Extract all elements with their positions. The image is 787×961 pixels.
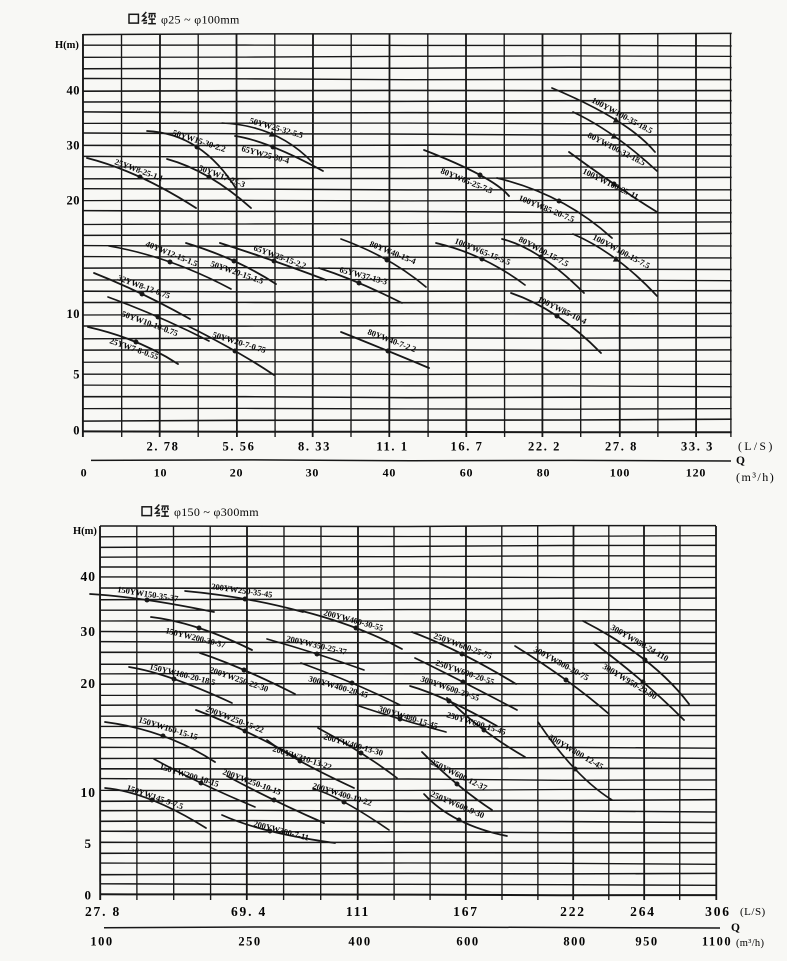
svg-text:100: 100 bbox=[90, 935, 113, 949]
svg-text:(L/S): (L/S) bbox=[738, 441, 775, 453]
svg-text:100YW100-15-7.5: 100YW100-15-7.5 bbox=[591, 232, 652, 271]
svg-text:100YW85-20-7.5: 100YW85-20-7.5 bbox=[517, 193, 576, 224]
svg-text:25YW7-8-0.55: 25YW7-8-0.55 bbox=[108, 335, 159, 361]
svg-text:80YW40-15-4: 80YW40-15-4 bbox=[368, 239, 418, 267]
svg-text:Q: Q bbox=[731, 922, 740, 934]
svg-text:2. 78: 2. 78 bbox=[147, 440, 180, 454]
svg-text:40: 40 bbox=[81, 569, 97, 584]
svg-text:167: 167 bbox=[453, 904, 479, 919]
svg-text:10: 10 bbox=[81, 785, 97, 800]
svg-text:264: 264 bbox=[630, 904, 656, 919]
svg-text:40YW12-15-1.5: 40YW12-15-1.5 bbox=[144, 239, 199, 269]
svg-text:40: 40 bbox=[67, 84, 81, 98]
svg-text:φ150 ~ φ300mm: φ150 ~ φ300mm bbox=[174, 505, 259, 519]
svg-text:20: 20 bbox=[230, 466, 244, 480]
svg-text:69. 4: 69. 4 bbox=[231, 904, 267, 919]
svg-text:200YW250-35-45: 200YW250-35-45 bbox=[211, 581, 273, 599]
svg-text:250: 250 bbox=[238, 935, 261, 949]
svg-text:27. 8: 27. 8 bbox=[85, 904, 121, 919]
svg-text:60: 60 bbox=[460, 466, 474, 480]
svg-text:200YW250-15-22: 200YW250-15-22 bbox=[204, 704, 265, 735]
svg-text:800: 800 bbox=[563, 935, 586, 949]
svg-text:306: 306 bbox=[705, 904, 731, 919]
svg-text:30: 30 bbox=[67, 138, 81, 152]
svg-text:(m³/h): (m³/h) bbox=[736, 938, 764, 949]
svg-text:111: 111 bbox=[346, 904, 370, 919]
svg-text:1100: 1100 bbox=[702, 935, 732, 949]
svg-text:20: 20 bbox=[81, 676, 97, 691]
svg-text:200YW300-7-11: 200YW300-7-11 bbox=[252, 818, 309, 842]
svg-text:22. 2: 22. 2 bbox=[528, 440, 561, 454]
svg-text:150YW145-9-7.5: 150YW145-9-7.5 bbox=[125, 782, 184, 811]
svg-text:27. 8: 27. 8 bbox=[605, 440, 638, 454]
svg-text:100YW100-25-11: 100YW100-25-11 bbox=[581, 166, 640, 202]
svg-text:300YW800-12-45: 300YW800-12-45 bbox=[547, 732, 605, 771]
svg-text:65YW37-13-3: 65YW37-13-3 bbox=[338, 264, 388, 286]
svg-text:5. 56: 5. 56 bbox=[223, 440, 256, 454]
svg-text:Q: Q bbox=[736, 455, 745, 467]
svg-text:20: 20 bbox=[67, 194, 81, 208]
svg-text:40: 40 bbox=[383, 466, 397, 480]
svg-text:200YW250-10-15: 200YW250-10-15 bbox=[221, 766, 282, 796]
svg-text:250YW600-9-30: 250YW600-9-30 bbox=[429, 789, 486, 821]
svg-text:80YW80-15-7.5: 80YW80-15-7.5 bbox=[517, 234, 570, 269]
svg-text:φ25 ~ φ100mm: φ25 ~ φ100mm bbox=[161, 13, 240, 27]
svg-text:H(m): H(m) bbox=[55, 40, 79, 51]
svg-text:16. 7: 16. 7 bbox=[451, 440, 484, 454]
svg-text:50YW15-30-2.2: 50YW15-30-2.2 bbox=[171, 127, 227, 154]
svg-text:0: 0 bbox=[73, 423, 80, 437]
svg-text:5: 5 bbox=[73, 367, 80, 381]
svg-text:222: 222 bbox=[560, 904, 586, 919]
svg-text:120: 120 bbox=[686, 466, 706, 480]
svg-text:30: 30 bbox=[306, 466, 320, 480]
svg-text:0: 0 bbox=[81, 466, 88, 480]
svg-text:250YW600-12-37: 250YW600-12-37 bbox=[429, 757, 489, 793]
svg-text:0: 0 bbox=[85, 888, 92, 903]
svg-text:(m³/h): (m³/h) bbox=[736, 470, 775, 484]
svg-text:10: 10 bbox=[154, 466, 168, 480]
svg-text:400: 400 bbox=[348, 935, 371, 949]
svg-text:5: 5 bbox=[85, 836, 92, 851]
svg-text:H(m): H(m) bbox=[73, 526, 97, 537]
svg-text:(L/S): (L/S) bbox=[740, 906, 766, 918]
svg-text:8. 33: 8. 33 bbox=[298, 440, 331, 454]
svg-text:11. 1: 11. 1 bbox=[376, 440, 408, 454]
svg-text:600: 600 bbox=[456, 935, 479, 949]
svg-text:950: 950 bbox=[635, 935, 658, 949]
svg-text:100: 100 bbox=[610, 466, 630, 480]
svg-text:10: 10 bbox=[67, 307, 81, 321]
svg-text:300YW950-20-90: 300YW950-20-90 bbox=[601, 661, 659, 701]
svg-text:200YW250-22-30: 200YW250-22-30 bbox=[208, 664, 269, 693]
svg-text:33. 3: 33. 3 bbox=[681, 440, 714, 454]
svg-text:65YW25-30-4: 65YW25-30-4 bbox=[240, 143, 291, 166]
svg-text:80: 80 bbox=[537, 466, 551, 480]
svg-text:200YW400-13-30: 200YW400-13-30 bbox=[322, 731, 384, 758]
svg-text:250YW600-15-45: 250YW600-15-45 bbox=[445, 709, 507, 737]
svg-text:30: 30 bbox=[81, 624, 97, 639]
